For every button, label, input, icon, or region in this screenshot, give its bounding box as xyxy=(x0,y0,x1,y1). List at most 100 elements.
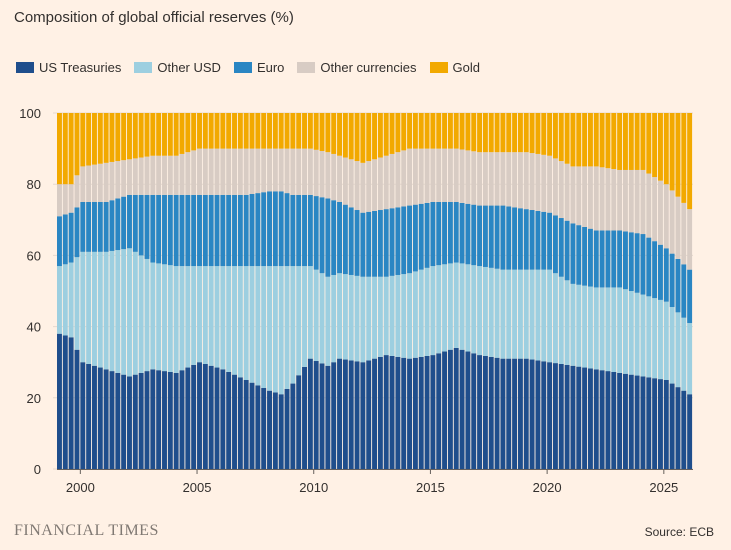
bar-segment-euro xyxy=(97,202,103,252)
bar-segment-other-currencies xyxy=(465,150,471,204)
bar-segment-gold xyxy=(325,113,331,153)
bar-segment-gold xyxy=(272,113,278,149)
bar-segment-gold xyxy=(512,113,518,153)
bar-segment-us-treasuries xyxy=(132,374,138,469)
bar-segment-euro xyxy=(628,232,634,291)
bar-segment-euro xyxy=(558,218,564,277)
bar-segment-gold xyxy=(465,113,471,151)
bar-segment-other-usd xyxy=(389,275,395,356)
bar-segment-other-usd xyxy=(541,269,547,362)
legend-label-euro: Euro xyxy=(256,60,285,75)
bar-segment-gold xyxy=(103,113,109,163)
bar-segment-other-currencies xyxy=(669,190,675,254)
bar-segment-euro xyxy=(302,194,307,267)
bar-segment-euro xyxy=(640,234,646,295)
bar-segment-other-currencies xyxy=(342,157,348,205)
bar-segment-us-treasuries xyxy=(138,372,144,469)
legend-item-other-usd: Other USD xyxy=(134,60,221,75)
bar-segment-other-currencies xyxy=(307,148,313,195)
bar-segment-other-usd xyxy=(418,269,424,357)
bar-segment-euro xyxy=(646,237,652,297)
bar-segment-other-usd xyxy=(447,263,453,350)
bar-segment-us-treasuries xyxy=(167,371,173,469)
bar-segment-gold xyxy=(687,113,693,210)
bar-segment-gold xyxy=(482,113,488,153)
bar-segment-other-currencies xyxy=(261,148,267,193)
bar-segment-other-usd xyxy=(366,276,372,361)
bar-segment-other-currencies xyxy=(86,165,92,202)
bar-segment-other-usd xyxy=(442,264,448,352)
bar-segment-gold xyxy=(430,113,436,149)
bar-segment-gold xyxy=(197,113,202,149)
bar-segment-gold xyxy=(255,113,261,149)
bar-segment-gold xyxy=(80,113,86,167)
bar-segment-us-treasuries xyxy=(272,392,278,469)
bar-segment-us-treasuries xyxy=(669,383,675,469)
bar-segment-euro xyxy=(214,194,220,267)
bar-segment-other-usd xyxy=(74,257,80,350)
bar-segment-other-currencies xyxy=(640,169,646,235)
bar-segment-gold xyxy=(599,113,605,168)
bar-segment-other-currencies xyxy=(681,202,687,265)
legend-item-gold: Gold xyxy=(429,60,480,75)
bar-segment-euro xyxy=(86,202,92,252)
bar-segment-other-usd xyxy=(173,266,179,373)
bar-segment-other-currencies xyxy=(208,148,214,195)
bar-segment-us-treasuries xyxy=(243,380,249,469)
bar-segment-us-treasuries xyxy=(366,360,372,469)
bar-segment-other-currencies xyxy=(529,153,535,211)
x-tick-label-2010: 2010 xyxy=(299,480,328,495)
bar-segment-other-currencies xyxy=(471,151,477,205)
bar-segment-euro xyxy=(226,194,232,267)
bar-segment-euro xyxy=(80,202,86,252)
bar-segment-other-usd xyxy=(512,269,518,359)
bar-segment-euro xyxy=(57,216,62,267)
bar-segment-other-currencies xyxy=(267,148,272,192)
bar-segment-gold xyxy=(442,113,448,149)
bar-segment-other-currencies xyxy=(296,148,302,195)
bar-segment-us-treasuries xyxy=(430,355,436,469)
bar-segment-euro xyxy=(541,211,547,270)
bar-segment-other-usd xyxy=(488,267,494,357)
bar-segment-us-treasuries xyxy=(57,333,62,469)
bar-segment-other-usd xyxy=(529,269,535,360)
ft-brand-logo: FINANCIAL TIMES xyxy=(14,522,159,539)
bar-segment-euro xyxy=(477,205,483,267)
bar-segment-euro xyxy=(377,210,383,277)
bar-segment-gold xyxy=(191,113,197,151)
bar-segment-other-currencies xyxy=(237,148,243,195)
bar-segment-us-treasuries xyxy=(92,365,97,469)
bar-segment-gold xyxy=(202,113,208,149)
bar-segment-euro xyxy=(290,194,296,267)
bar-segment-other-usd xyxy=(255,266,261,386)
bar-segment-other-usd xyxy=(558,276,564,364)
bar-segment-other-currencies xyxy=(570,166,576,224)
bar-segment-other-usd xyxy=(220,266,226,370)
bar-segment-other-currencies xyxy=(121,160,127,197)
bar-segment-other-currencies xyxy=(348,159,354,208)
bar-segment-euro xyxy=(389,208,395,276)
bar-segment-us-treasuries xyxy=(127,376,132,469)
bar-segment-euro xyxy=(191,194,197,267)
bar-segment-other-usd xyxy=(313,269,319,362)
bar-segment-euro xyxy=(395,207,401,275)
bar-segment-gold xyxy=(366,113,372,162)
bar-segment-euro xyxy=(669,253,675,308)
bar-segment-euro xyxy=(517,208,523,270)
bar-segment-us-treasuries xyxy=(372,358,378,469)
bar-segment-other-usd xyxy=(477,266,483,356)
bar-segment-us-treasuries xyxy=(383,355,389,469)
bar-segment-other-usd xyxy=(494,268,500,358)
bar-segment-other-currencies xyxy=(541,154,547,212)
bar-segment-other-currencies xyxy=(156,155,162,195)
bar-segment-other-currencies xyxy=(372,159,378,211)
bar-segment-gold xyxy=(558,113,564,162)
bar-segment-other-usd xyxy=(587,286,593,369)
bar-segment-us-treasuries xyxy=(348,360,354,469)
bar-segment-other-currencies xyxy=(605,168,611,231)
bar-segment-euro xyxy=(430,202,436,267)
bar-segment-us-treasuries xyxy=(313,361,319,469)
bar-segment-other-currencies xyxy=(512,152,518,208)
bar-segment-other-usd xyxy=(121,249,127,375)
bar-segment-other-currencies xyxy=(138,157,144,195)
